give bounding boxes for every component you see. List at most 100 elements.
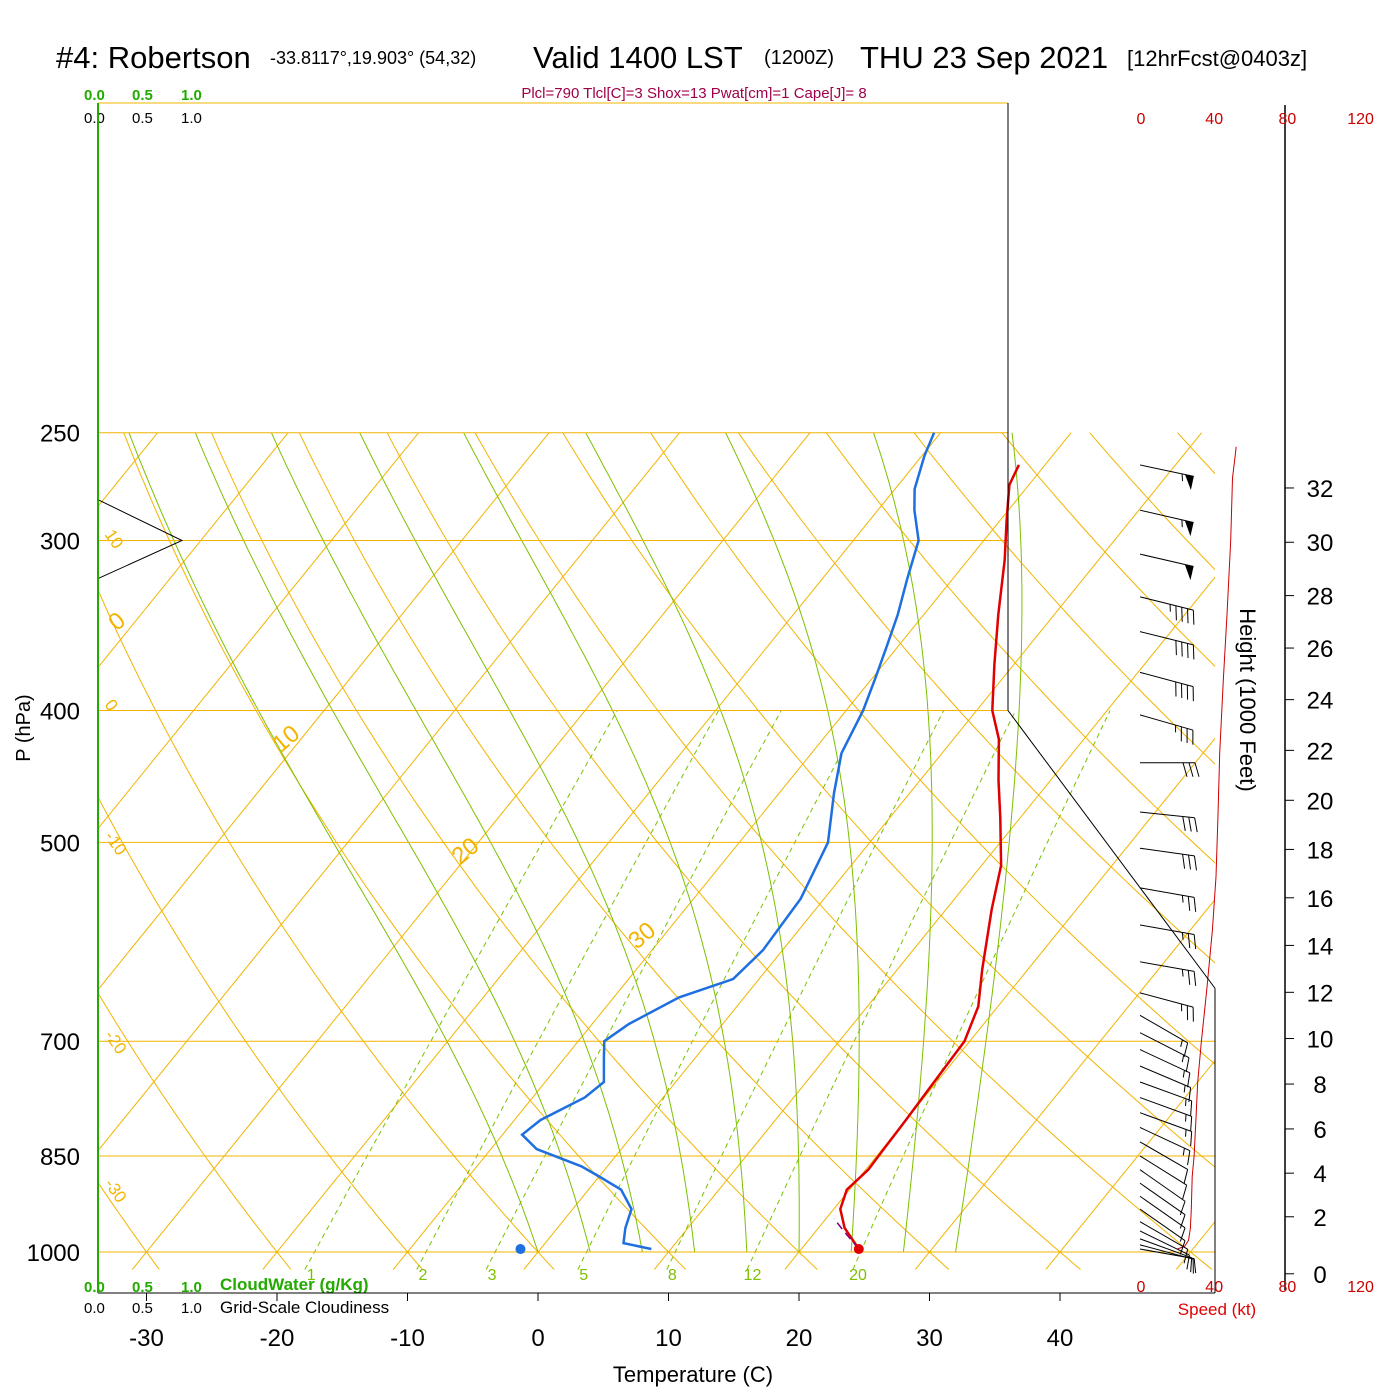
dry-adiabat-line — [298, 432, 950, 1270]
x-tick-label: 40 — [1047, 1325, 1074, 1352]
wind-barb — [1139, 596, 1195, 625]
cw-bot-0: 0.0 — [84, 1279, 105, 1296]
wind-barb-shaft — [1139, 1127, 1191, 1152]
cw-top-0: 0.0 — [84, 87, 105, 104]
temperature-curve — [839, 464, 1021, 1250]
wind-barb-shaft — [1139, 1049, 1191, 1074]
wind-barb — [1139, 1221, 1189, 1264]
speed-tick-top: 40 — [1205, 111, 1223, 128]
wind-barb-full — [1182, 762, 1188, 777]
dry-adiabat-line — [0, 433, 28, 1270]
wind-barb-half — [1183, 1085, 1186, 1093]
wind-barb-shaft — [1139, 1169, 1186, 1202]
wind-barb-shaft — [1139, 1248, 1195, 1260]
isotherm-line — [98, 432, 289, 669]
dry-adiabat-line — [650, 432, 1215, 1065]
mixing-ratio-line — [666, 710, 945, 1270]
height-tick-label: 30 — [1307, 530, 1334, 557]
speed-tick-top: 0 — [1137, 111, 1146, 128]
dry-adiabat-line — [98, 796, 423, 1270]
isotherm-line — [1175, 1220, 1215, 1270]
wind-barb-half — [1185, 1114, 1187, 1122]
wind-barb-full — [1182, 816, 1186, 831]
cl-bot-1: 0.5 — [132, 1300, 153, 1317]
wind-barb-full — [1188, 762, 1194, 777]
title-valid: Valid 1400 LST — [533, 40, 743, 75]
wind-barb-half — [1181, 1054, 1185, 1063]
isotherm-line — [98, 432, 419, 830]
isotherm-line — [1045, 1059, 1215, 1270]
wind-barb — [1139, 1081, 1193, 1116]
wind-barb-full — [1193, 855, 1197, 871]
isotherm-line — [131, 432, 811, 1270]
cw-bot-1: 0.5 — [132, 1279, 153, 1296]
wind-barb-shaft — [1139, 1230, 1190, 1256]
dry-adiabat-line — [98, 1181, 160, 1270]
wind-barb-half — [1181, 895, 1184, 903]
x-axis-label: Temperature (C) — [613, 1362, 773, 1387]
wind-barb — [1139, 1141, 1189, 1184]
title-coords: -33.8117°,19.903° (54,32) — [270, 48, 476, 68]
moist-adiabat-line — [725, 432, 860, 1253]
dry-adiabat-label: -20 — [101, 1027, 131, 1058]
wind-barb-half — [1182, 1148, 1185, 1156]
pressure-tick-label: 500 — [40, 830, 80, 857]
curves-layer — [97, 432, 1237, 1255]
dry-adiabat-line — [386, 432, 1081, 1270]
title-zulu: (1200Z) — [764, 47, 834, 69]
wind-barb-shaft — [1139, 1014, 1188, 1044]
wind-barb-flag — [1184, 564, 1194, 581]
wind-barb-shaft — [1139, 464, 1194, 477]
height-tick-label: 6 — [1313, 1117, 1326, 1144]
cw-bot-2: 1.0 — [181, 1279, 202, 1296]
wind-barb-full — [1182, 1184, 1188, 1200]
wind-barb — [1140, 762, 1200, 777]
wind-barb-shaft — [1139, 887, 1195, 898]
height-tick-label: 28 — [1307, 584, 1334, 611]
dry-adiabat-label: -30 — [101, 1175, 131, 1206]
height-tick-label: 24 — [1307, 688, 1334, 715]
speed-tick-bottom: 80 — [1279, 1279, 1297, 1296]
wind-barb — [1139, 1127, 1191, 1166]
mixing-ratio-label: 2 — [418, 1267, 427, 1284]
wind-barb — [1139, 847, 1197, 871]
wind-barb-full — [1188, 855, 1192, 870]
wind-barb-shaft — [1139, 509, 1194, 524]
dry-adiabat-line — [825, 432, 1215, 864]
wind-barb-full — [1187, 933, 1191, 949]
wind-barb — [1139, 1097, 1193, 1131]
mixing-ratio-line — [746, 710, 1017, 1270]
cl-bot-0: 0.0 — [84, 1300, 105, 1317]
height-tick-label: 18 — [1307, 837, 1334, 864]
x-tick-label: -20 — [260, 1325, 295, 1352]
pressure-tick-label: 850 — [40, 1144, 80, 1171]
speed-tick-bottom: 120 — [1347, 1279, 1374, 1296]
parcel-curve — [833, 1218, 860, 1250]
cl-bot-2: 1.0 — [181, 1300, 202, 1317]
wind-barb — [1139, 961, 1197, 986]
stats-line: Plcl=790 Tlcl[C]=3 Shox=13 Pwat[cm]=1 Ca… — [521, 85, 866, 102]
wind-barb-full — [1190, 1100, 1193, 1116]
plot-clip-group — [0, 432, 1215, 1270]
wind-barb-shaft — [1139, 924, 1195, 936]
height-tick-label: 0 — [1313, 1262, 1326, 1289]
wind-barb-shaft — [1139, 1141, 1188, 1170]
wind-barb-shaft — [1139, 671, 1194, 688]
dry-adiabat-label: 20 — [447, 832, 485, 870]
mixing-ratio-line — [485, 710, 782, 1270]
speed-tick-bottom: 0 — [1137, 1279, 1146, 1296]
frame-diagonal — [1007, 710, 1216, 989]
wind-barb — [1139, 1182, 1186, 1229]
wind-barb-half — [1181, 969, 1184, 977]
isotherm-line — [262, 432, 941, 1270]
wind-barb-full — [1179, 1201, 1186, 1216]
wind-barb-half — [1182, 1070, 1185, 1078]
wind-barb-shaft — [1139, 714, 1194, 731]
wind-barb-full — [1193, 897, 1197, 912]
wind-barb-shaft — [1139, 596, 1194, 611]
title-station: #4: Robertson — [56, 40, 251, 75]
dry-adiabat-label: 0 — [101, 696, 122, 715]
x-tick-label: 30 — [916, 1325, 943, 1352]
wind-barb-shaft — [1139, 1032, 1190, 1059]
